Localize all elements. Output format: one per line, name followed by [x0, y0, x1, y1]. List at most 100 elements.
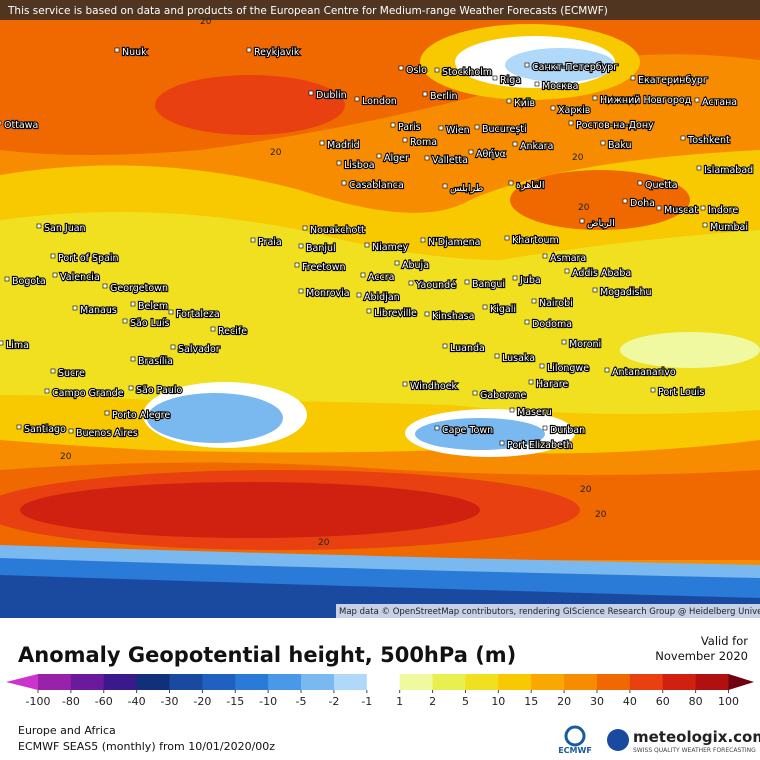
city-label: Lisboa	[344, 160, 375, 171]
city-label: Moroni	[569, 339, 601, 350]
city-label: طرابلس	[450, 183, 483, 194]
colorbar-label: 5	[462, 695, 469, 708]
city-marker	[210, 326, 216, 332]
city-label: Addis Ababa	[572, 268, 631, 279]
city-label: Banjul	[306, 243, 336, 254]
region: Europe and Africa	[18, 724, 116, 737]
colorbar-bin	[136, 674, 171, 690]
city-label: Monrovia	[306, 288, 350, 299]
city-label: Kigali	[490, 304, 516, 315]
colorbar-bin	[38, 674, 72, 690]
city-marker	[128, 385, 134, 391]
city-label: São Paulo	[136, 385, 182, 396]
notice: This service is based on data and produc…	[7, 5, 608, 17]
city-marker	[376, 153, 382, 159]
city-marker	[130, 356, 136, 362]
city-label: Nuuk	[122, 47, 147, 58]
city-label: الرياض	[587, 218, 615, 229]
colorbar-label: 15	[524, 695, 538, 708]
city-label: Durban	[550, 425, 585, 436]
colorbar-label: -2	[328, 695, 339, 708]
colorbar-bin	[103, 674, 138, 690]
city-marker	[246, 47, 252, 53]
city-marker	[402, 137, 408, 143]
city-marker	[512, 141, 518, 147]
city-marker	[122, 318, 128, 324]
colorbar-label: 2	[429, 695, 436, 708]
city-marker	[539, 363, 545, 369]
city-label: Port of Spain	[58, 253, 119, 264]
city-marker	[168, 309, 174, 315]
city-label: Luanda	[450, 343, 485, 354]
city-label: Нижний Новгород	[600, 95, 692, 106]
city-marker	[360, 272, 366, 278]
city-marker	[550, 105, 556, 111]
city-marker	[72, 305, 78, 311]
city-label: Manaus	[80, 305, 117, 316]
city-marker	[250, 237, 256, 243]
city-marker	[622, 198, 628, 204]
colorbar-bin	[564, 674, 598, 690]
city-marker	[561, 339, 567, 345]
city-marker	[114, 47, 120, 53]
brand: meteologix.com	[633, 728, 760, 746]
city-label: Alger	[384, 153, 409, 164]
city-marker	[438, 125, 444, 131]
city-marker	[302, 225, 308, 231]
city-label: Fortaleza	[176, 309, 220, 320]
city-marker	[52, 272, 58, 278]
city-label: Cape Town	[442, 425, 493, 436]
city-marker	[298, 288, 304, 294]
city-marker	[506, 98, 512, 104]
city-marker	[564, 268, 570, 274]
colorbar-end-high	[728, 674, 754, 690]
city-label: Paris	[398, 122, 421, 133]
city-label: Mogadishu	[600, 287, 652, 298]
city-label: Санкт-Петербург	[532, 62, 618, 73]
colorbar-label: -80	[62, 695, 80, 708]
city-label: Toshkent	[687, 135, 730, 146]
city-label: Oslo	[406, 65, 427, 76]
city-label: Dodoma	[532, 319, 572, 330]
city-label: Харків	[558, 105, 591, 116]
city-label: Harare	[536, 379, 568, 390]
city-marker	[468, 149, 474, 155]
meteologix-icon	[607, 729, 629, 751]
city-label: Abidjan	[364, 292, 400, 303]
legend-title: Anomaly Geopotential height, 500hPa (m)	[18, 643, 516, 667]
city-marker	[650, 387, 656, 393]
colorbar-label: -1	[361, 695, 372, 708]
ecmwf-logo: ECMWF	[558, 725, 592, 755]
city-marker	[482, 304, 488, 310]
city-marker	[680, 135, 686, 141]
city-label: Quetta	[645, 180, 678, 191]
city-marker	[694, 97, 700, 103]
city-marker	[568, 120, 574, 126]
city-marker	[442, 183, 448, 189]
field-south-high-core	[20, 482, 480, 538]
colorbar-bin	[366, 674, 401, 690]
city-label: Freetown	[302, 262, 346, 273]
city-marker	[542, 253, 548, 259]
city-label: Georgetown	[110, 283, 168, 294]
city-marker	[394, 260, 400, 266]
city-label: Libreville	[374, 308, 417, 319]
colorbar-label: -60	[95, 695, 113, 708]
city-label: Lilongwe	[547, 363, 589, 374]
city-marker	[36, 223, 42, 229]
city-marker	[4, 276, 10, 282]
city-label: Belem	[138, 301, 168, 312]
city-marker	[637, 180, 643, 186]
city-label: Maseru	[517, 407, 552, 418]
city-marker	[294, 262, 300, 268]
city-marker	[319, 140, 325, 146]
colorbar-bin	[531, 674, 565, 690]
city-marker	[494, 353, 500, 359]
city-marker	[579, 218, 585, 224]
city-marker	[656, 205, 662, 211]
ecmwf-icon	[564, 725, 586, 747]
city-marker	[402, 381, 408, 387]
city-label: Juba	[519, 275, 541, 286]
colorbar-bin	[498, 674, 532, 690]
contour-label: 20	[578, 203, 590, 213]
